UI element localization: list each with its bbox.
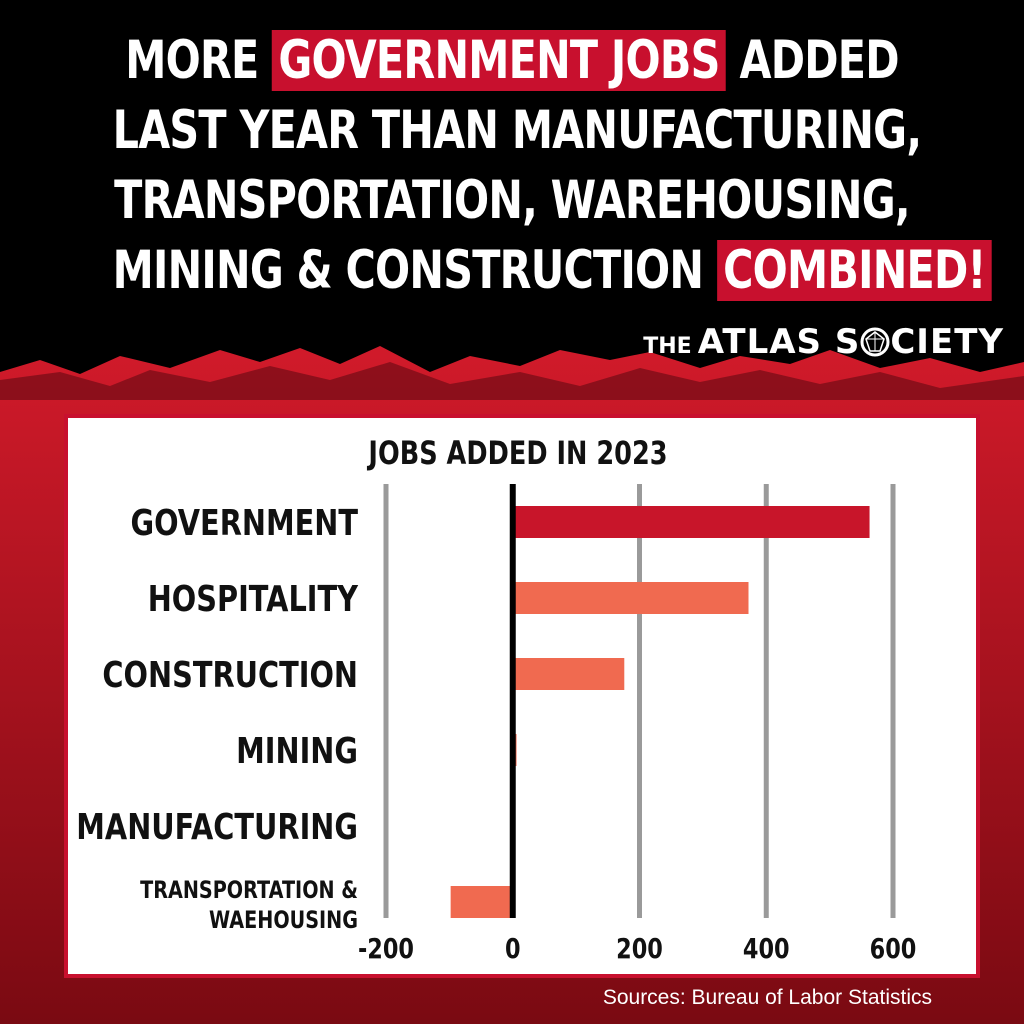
bar-transportation <box>450 886 513 918</box>
x-tick-label: -200 <box>358 931 414 964</box>
bar-hospitality <box>512 582 749 614</box>
headline-text: MINING & CONSTRUCTION <box>112 240 717 301</box>
x-tick-label: 600 <box>870 931 917 964</box>
x-tick-label: 400 <box>743 931 790 964</box>
bar-construction <box>512 658 625 690</box>
gem-icon <box>860 327 890 357</box>
logo-name-a: ATLAS S <box>697 322 861 362</box>
chart-panel: JOBS ADDED IN 2023 -200 0 200 400 600 GOVERNME… <box>64 414 980 978</box>
category-label: GOVERNMENT <box>130 502 358 544</box>
headline-line: LAST YEAR THAN MANUFACTURING, <box>112 100 922 161</box>
category-label: MANUFACTURING <box>76 806 358 848</box>
headline-line: TRANSPORTATION, WAREHOUSING, <box>114 170 910 231</box>
atlas-society-logo: THE ATLAS S CIETY <box>643 322 1004 362</box>
category-label: HOSPITALITY <box>148 578 359 620</box>
logo-the: THE <box>643 334 692 359</box>
category-label: MINING <box>236 730 358 772</box>
x-tick-label: 0 <box>505 931 521 964</box>
headline: MORE GOVERNMENT JOBS ADDED LAST YEAR THA… <box>112 26 992 306</box>
category-label: WAEHOUSING <box>209 907 358 935</box>
bar-chart: JOBS ADDED IN 2023 -200 0 200 400 600 GOVERNME… <box>76 434 917 964</box>
headline-highlight: GOVERNMENT JOBS <box>272 30 726 91</box>
source-note: Sources: Bureau of Labor Statistics <box>602 986 932 1009</box>
headline-text: ADDED <box>725 30 899 91</box>
x-tick-label: 200 <box>616 931 663 964</box>
bar-government <box>512 506 870 538</box>
logo-name-b: CIETY <box>890 322 1004 362</box>
headline-text: MORE <box>125 30 273 91</box>
category-label: CONSTRUCTION <box>102 654 358 696</box>
headline-highlight: COMBINED! <box>716 240 992 301</box>
category-label: TRANSPORTATION & <box>140 877 358 905</box>
chart-title: JOBS ADDED IN 2023 <box>367 434 668 472</box>
